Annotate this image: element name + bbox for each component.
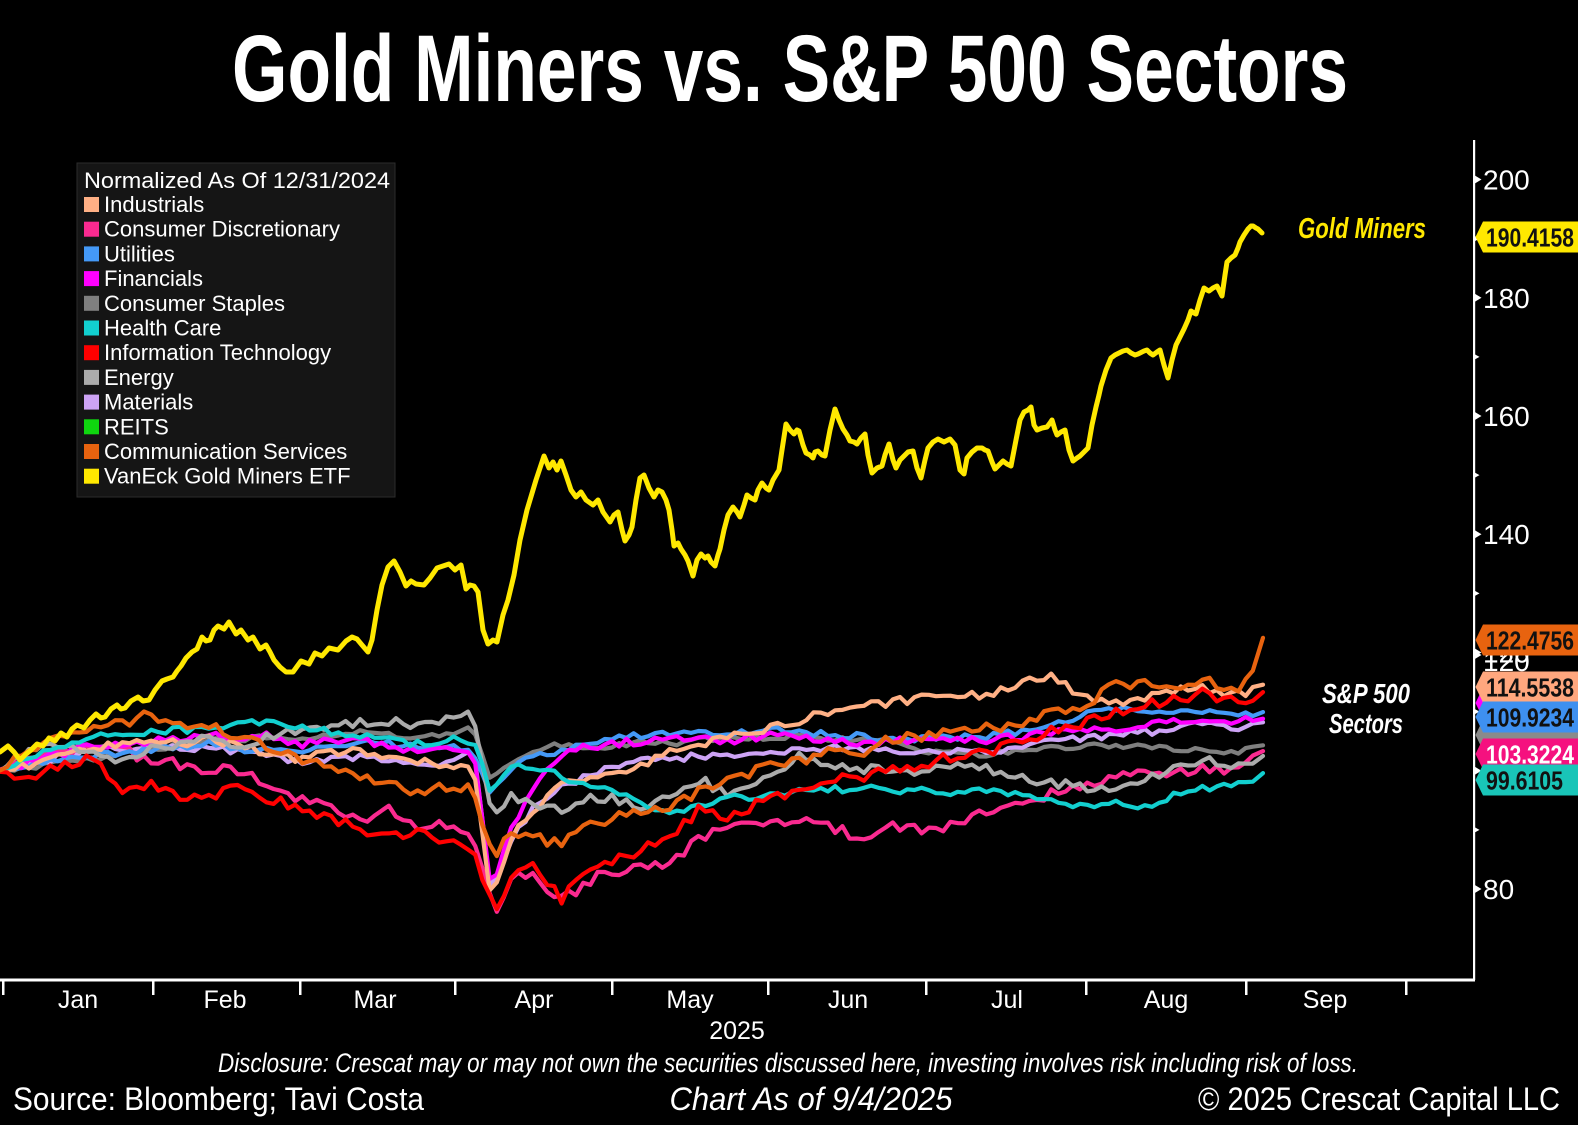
svg-text:Apr: Apr (515, 986, 554, 1014)
svg-text:May: May (666, 986, 714, 1014)
svg-text:Health Care: Health Care (104, 316, 221, 341)
svg-text:Feb: Feb (203, 986, 246, 1014)
svg-text:Aug: Aug (1144, 986, 1188, 1014)
svg-text:109.9234: 109.9234 (1486, 703, 1574, 733)
svg-text:99.6105: 99.6105 (1486, 766, 1563, 796)
svg-text:Gold Miners: Gold Miners (1298, 213, 1426, 245)
svg-text:Normalized As Of 12/31/2024: Normalized As Of 12/31/2024 (84, 168, 390, 193)
svg-text:114.5538: 114.5538 (1486, 673, 1574, 703)
svg-text:Information Technology: Information Technology (104, 340, 331, 365)
svg-text:Materials: Materials (104, 390, 193, 415)
svg-text:© 2025 Crescat Capital LLC: © 2025 Crescat Capital LLC (1198, 1081, 1560, 1117)
svg-text:80: 80 (1483, 874, 1514, 905)
svg-text:Jan: Jan (58, 986, 98, 1014)
svg-text:Gold Miners vs. S&P 500 Sector: Gold Miners vs. S&P 500 Sectors (232, 16, 1348, 122)
svg-text:Industrials: Industrials (104, 192, 204, 217)
svg-text:Sectors: Sectors (1329, 708, 1403, 739)
svg-text:Consumer Staples: Consumer Staples (104, 291, 285, 316)
svg-text:Energy: Energy (104, 365, 174, 390)
svg-text:S&P 500: S&P 500 (1322, 678, 1410, 709)
svg-text:190.4158: 190.4158 (1486, 223, 1574, 253)
svg-text:180: 180 (1483, 283, 1530, 314)
svg-text:Disclosure: Crescat may or may: Disclosure: Crescat may or may not own t… (218, 1048, 1358, 1078)
svg-text:160: 160 (1483, 401, 1530, 432)
svg-text:Utilities: Utilities (104, 241, 175, 266)
svg-text:Sep: Sep (1303, 986, 1347, 1014)
svg-text:Consumer Discretionary: Consumer Discretionary (104, 217, 340, 242)
svg-text:REITS: REITS (104, 414, 169, 439)
svg-text:Mar: Mar (353, 986, 396, 1014)
svg-text:Jul: Jul (991, 986, 1023, 1014)
svg-text:Jun: Jun (828, 986, 868, 1014)
svg-text:Financials: Financials (104, 266, 203, 291)
svg-text:Chart As of 9/4/2025: Chart As of 9/4/2025 (670, 1081, 953, 1117)
svg-text:2025: 2025 (709, 1017, 765, 1045)
svg-text:Source: Bloomberg; Tavi Costa: Source: Bloomberg; Tavi Costa (13, 1081, 424, 1117)
svg-text:140: 140 (1483, 519, 1530, 550)
svg-text:Communication Services: Communication Services (104, 439, 347, 464)
svg-text:200: 200 (1483, 165, 1530, 196)
svg-text:VanEck Gold Miners ETF: VanEck Gold Miners ETF (104, 464, 351, 489)
svg-text:122.4756: 122.4756 (1486, 626, 1574, 656)
